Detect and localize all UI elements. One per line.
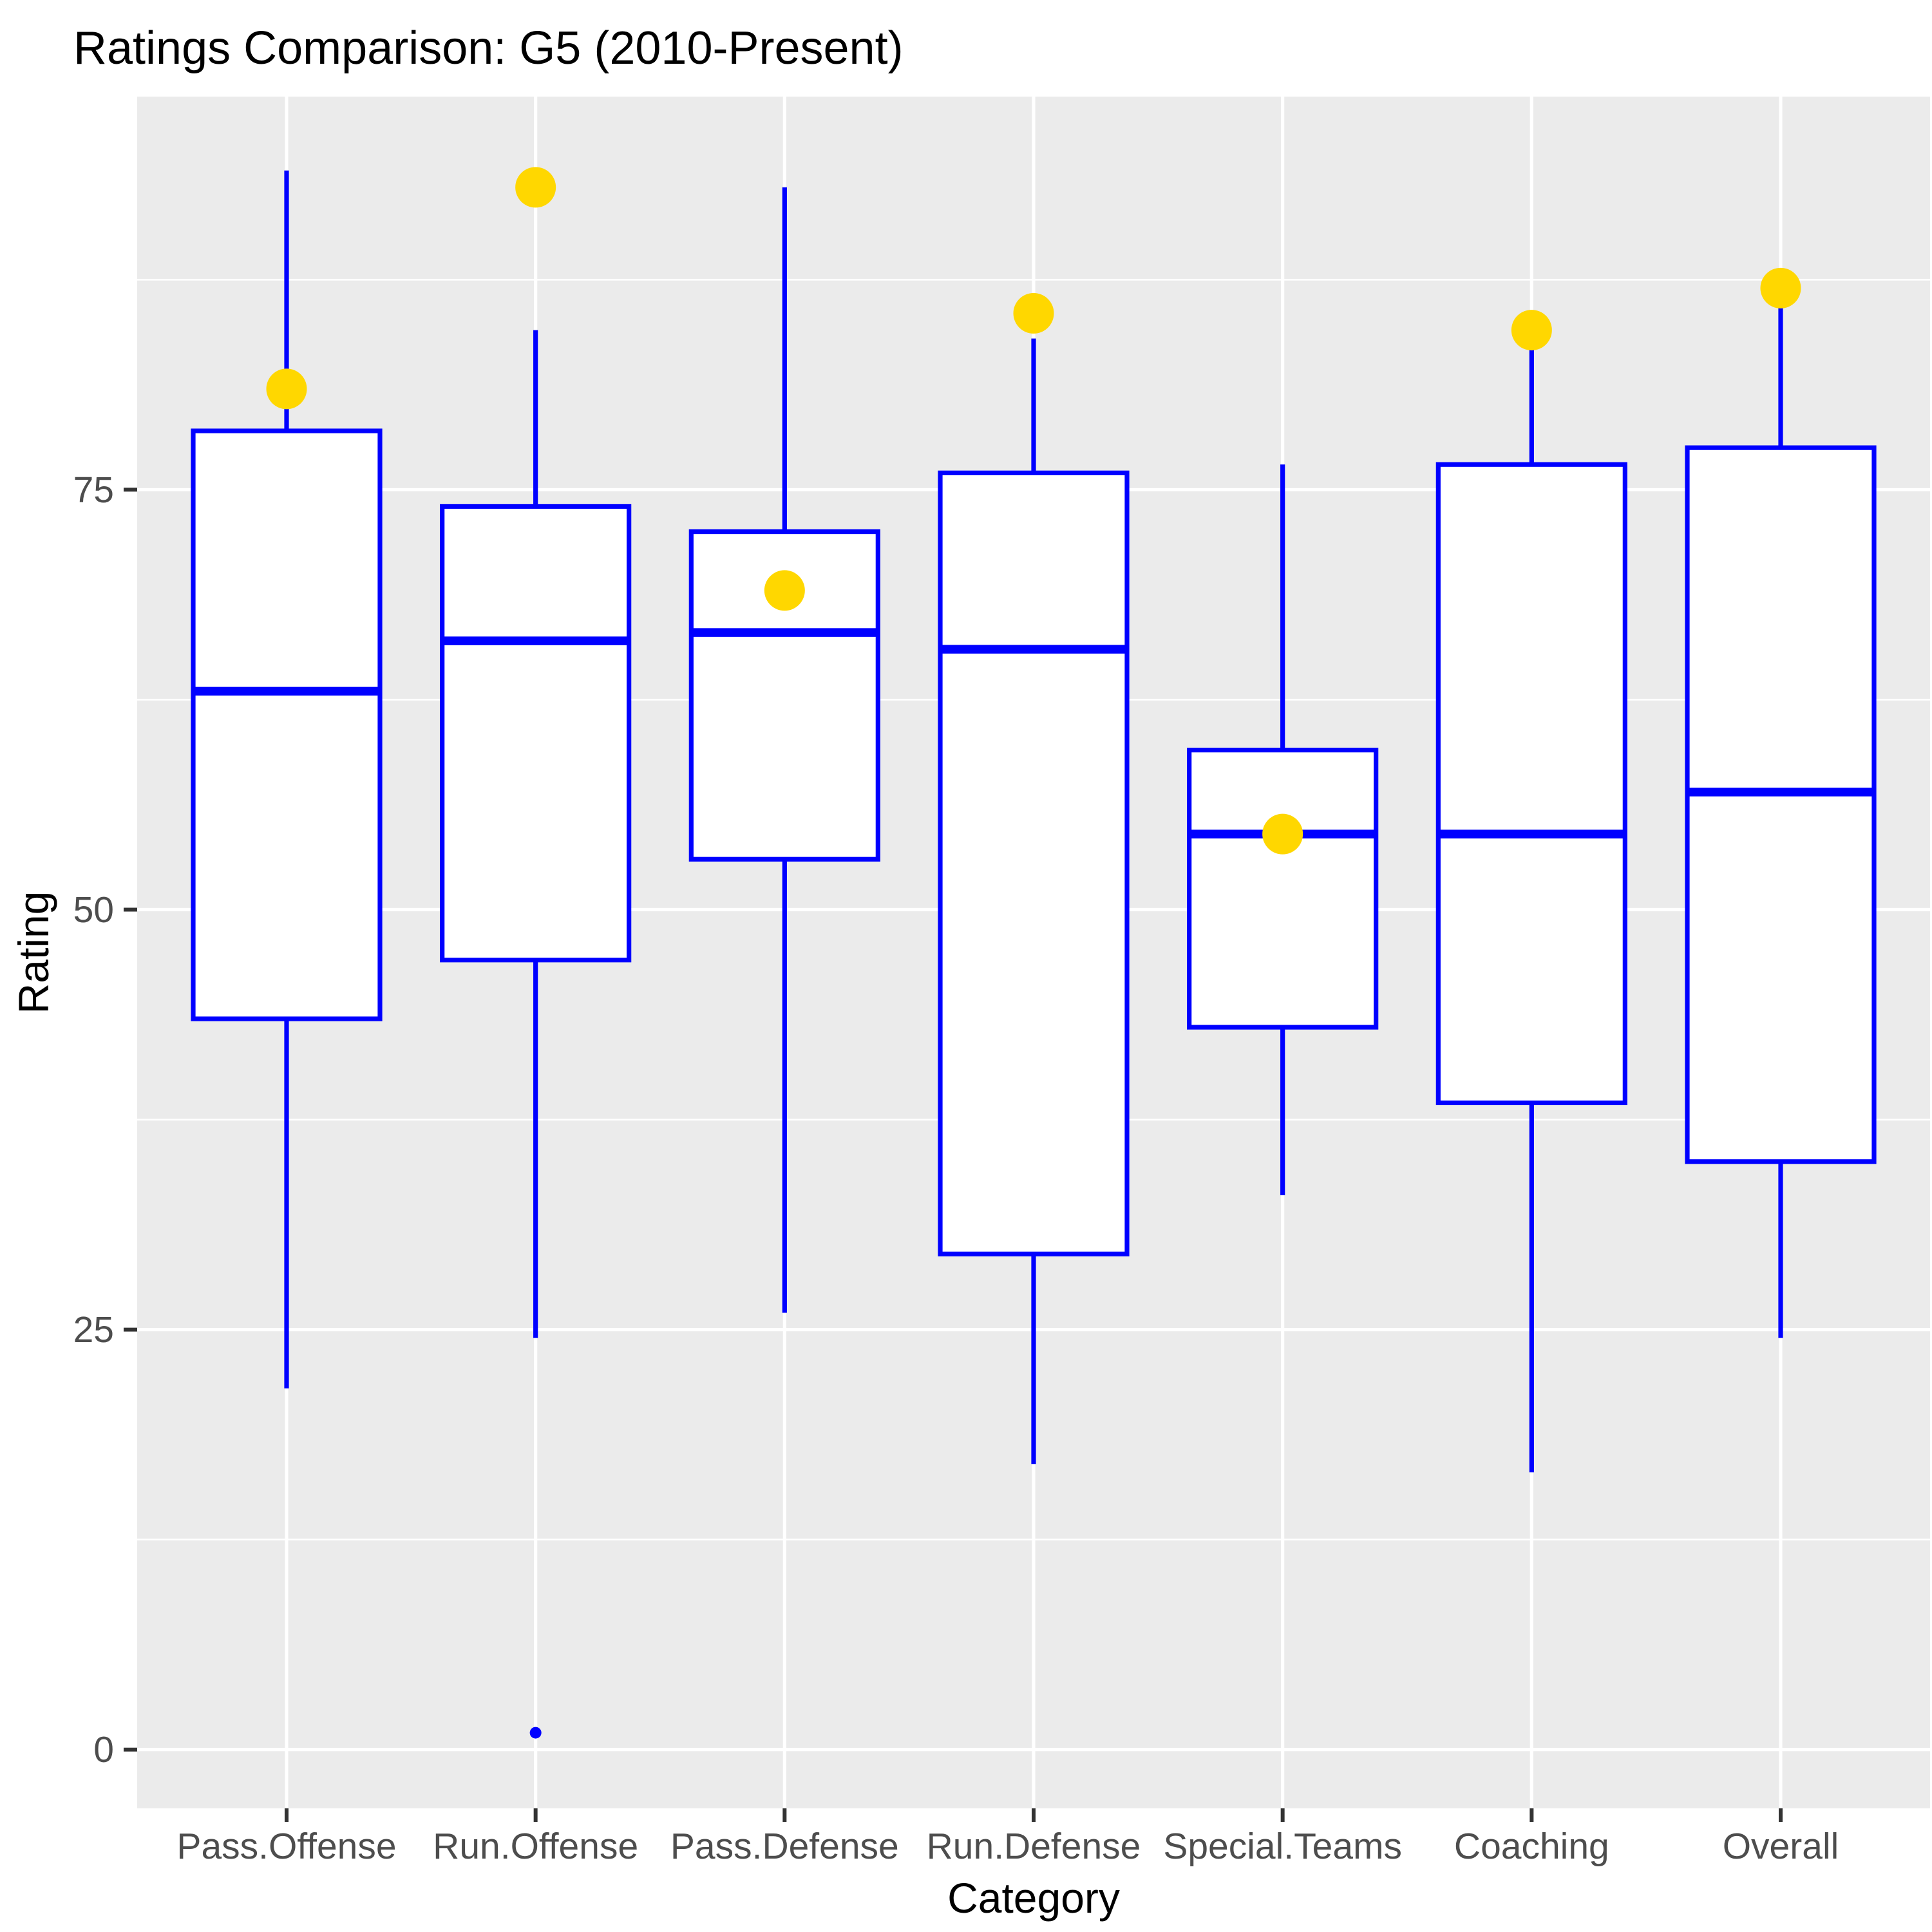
x-tick-label: Overall: [1723, 1826, 1839, 1867]
chart-title: Ratings Comparison: G5 (2010-Present): [73, 23, 904, 74]
x-tick-label: Special.Teams: [1163, 1826, 1402, 1867]
box: [191, 428, 383, 1021]
team-point: [515, 167, 556, 208]
team-point: [764, 570, 805, 611]
x-tick-label: Coaching: [1454, 1826, 1609, 1867]
y-tick-label: 0: [93, 1729, 114, 1770]
team-point: [1760, 267, 1801, 308]
y-axis-title: Rating: [10, 891, 57, 1014]
outlier-point: [529, 1727, 542, 1739]
team-point: [1013, 292, 1054, 334]
y-tick-label: 75: [73, 469, 114, 511]
x-tick-label: Pass.Defense: [670, 1826, 899, 1867]
team-point: [1511, 310, 1552, 351]
box: [1685, 445, 1877, 1164]
box: [440, 504, 632, 963]
team-point: [266, 368, 307, 410]
x-tick-label: Run.Offense: [433, 1826, 638, 1867]
x-tick-label: Run.Defense: [927, 1826, 1141, 1867]
team-point: [1262, 813, 1303, 855]
box: [1187, 748, 1379, 1030]
plot-panel: 0 25 50 75 Pass.Offense Run.Offense Pass.Defen…: [73, 97, 1930, 1867]
box: [1435, 462, 1627, 1106]
box: [938, 470, 1130, 1256]
x-axis-title: Category: [947, 1874, 1120, 1922]
x-tick-label: Pass.Offense: [176, 1826, 396, 1867]
y-tick-label: 25: [73, 1309, 114, 1350]
y-tick-label: 50: [73, 889, 114, 931]
